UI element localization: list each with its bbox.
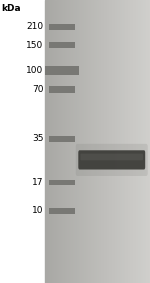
Bar — [133, 0, 134, 283]
Bar — [53, 0, 54, 283]
Bar — [90, 0, 91, 283]
Bar — [124, 0, 125, 283]
Bar — [80, 0, 82, 283]
Bar — [125, 0, 126, 283]
Bar — [49, 86, 75, 93]
Bar — [79, 0, 80, 283]
Bar — [142, 0, 143, 283]
Bar — [115, 0, 116, 283]
Bar — [96, 0, 98, 283]
Bar — [82, 0, 83, 283]
Text: 10: 10 — [32, 206, 44, 215]
Bar — [126, 0, 128, 283]
Bar — [112, 0, 113, 283]
Bar — [67, 0, 69, 283]
Bar — [63, 0, 65, 283]
Bar — [49, 42, 75, 48]
Text: 150: 150 — [26, 41, 44, 50]
FancyBboxPatch shape — [76, 144, 148, 176]
Bar — [117, 0, 118, 283]
Bar — [71, 0, 73, 283]
Bar — [62, 0, 63, 283]
Bar — [58, 0, 59, 283]
Bar — [83, 0, 84, 283]
Bar — [98, 0, 99, 283]
Bar — [75, 0, 76, 283]
Bar — [49, 0, 50, 283]
Bar — [88, 0, 90, 283]
Bar — [50, 0, 52, 283]
FancyBboxPatch shape — [80, 154, 143, 160]
Bar — [145, 0, 146, 283]
Bar — [132, 0, 133, 283]
Text: 17: 17 — [32, 178, 44, 187]
Bar — [48, 0, 49, 283]
Bar — [57, 0, 58, 283]
Bar — [46, 0, 48, 283]
Bar — [92, 0, 94, 283]
Bar — [121, 0, 122, 283]
Text: 100: 100 — [26, 66, 44, 75]
Bar — [143, 0, 145, 283]
Bar — [109, 0, 111, 283]
Bar — [87, 0, 88, 283]
Bar — [78, 0, 79, 283]
Bar — [84, 0, 86, 283]
Bar — [108, 0, 109, 283]
Bar — [134, 0, 136, 283]
Bar — [146, 0, 147, 283]
Bar — [69, 0, 70, 283]
Bar — [101, 0, 103, 283]
Bar — [129, 0, 130, 283]
Bar — [111, 0, 112, 283]
Bar — [49, 24, 75, 30]
Bar — [140, 0, 141, 283]
Bar — [54, 0, 56, 283]
Bar — [59, 0, 61, 283]
Bar — [65, 0, 66, 283]
Bar — [49, 180, 75, 185]
Bar — [147, 0, 149, 283]
Bar — [118, 0, 120, 283]
Bar — [136, 0, 137, 283]
Bar — [56, 0, 57, 283]
Bar — [52, 0, 53, 283]
Bar — [86, 0, 87, 283]
Bar — [61, 0, 62, 283]
Bar — [122, 0, 124, 283]
Bar — [137, 0, 138, 283]
Bar — [45, 66, 79, 75]
Bar — [128, 0, 129, 283]
Bar — [49, 136, 75, 142]
Bar — [107, 0, 108, 283]
Bar — [99, 0, 100, 283]
Text: 35: 35 — [32, 134, 44, 143]
Text: 210: 210 — [26, 22, 44, 31]
Text: 70: 70 — [32, 85, 44, 94]
Bar — [100, 0, 101, 283]
Bar — [45, 0, 46, 283]
Bar — [91, 0, 92, 283]
Bar — [105, 0, 107, 283]
Bar — [95, 0, 96, 283]
Bar — [104, 0, 105, 283]
Bar — [76, 0, 78, 283]
Bar — [94, 0, 95, 283]
Bar — [141, 0, 142, 283]
Bar — [103, 0, 104, 283]
Text: kDa: kDa — [2, 4, 21, 13]
Bar — [66, 0, 67, 283]
Bar — [74, 0, 75, 283]
Bar — [138, 0, 140, 283]
Bar — [130, 0, 132, 283]
Bar — [70, 0, 71, 283]
Bar — [149, 0, 150, 283]
Bar — [73, 0, 74, 283]
Bar — [120, 0, 121, 283]
FancyBboxPatch shape — [78, 150, 145, 170]
Bar — [49, 208, 75, 214]
Bar — [116, 0, 117, 283]
Bar — [113, 0, 115, 283]
